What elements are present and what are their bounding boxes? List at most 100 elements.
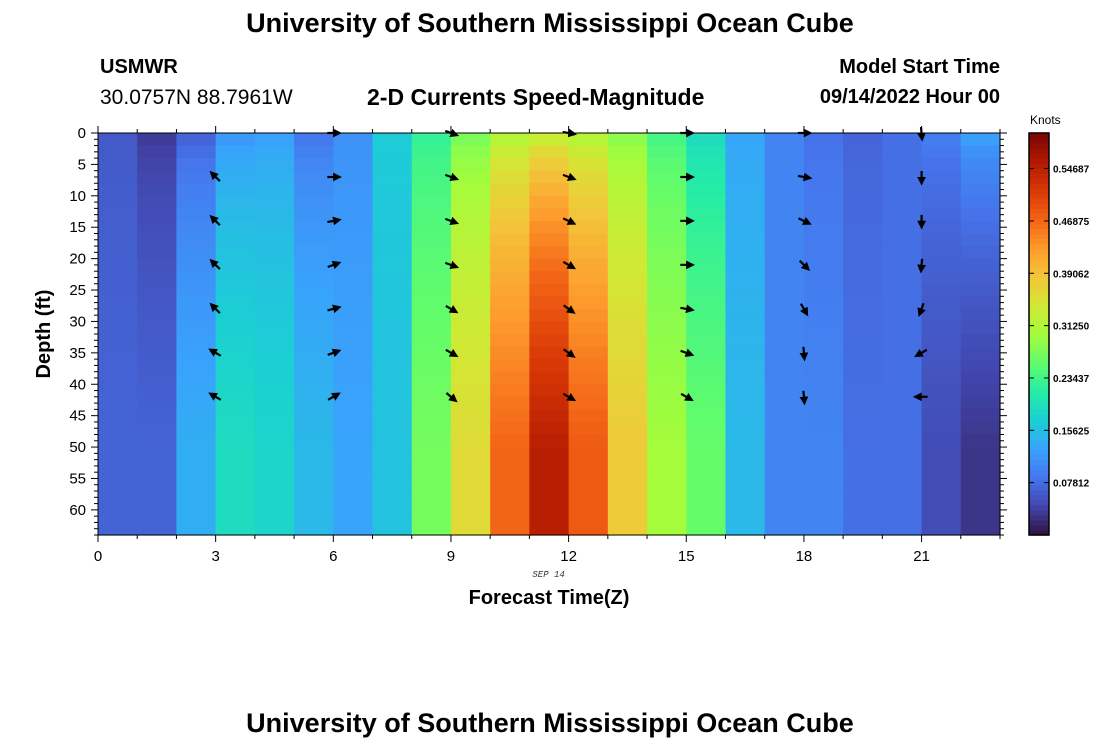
heatmap-cell xyxy=(764,308,805,323)
heatmap-cell xyxy=(843,308,883,323)
heatmap-cell xyxy=(568,145,609,159)
heatmap-cell xyxy=(529,133,570,147)
heatmap-cell xyxy=(647,384,687,398)
heatmap-cell xyxy=(294,359,334,373)
heatmap-cell xyxy=(490,384,530,398)
heatmap-cell xyxy=(529,346,570,360)
heatmap-cell xyxy=(686,371,727,385)
heatmap-cell xyxy=(686,497,727,511)
heatmap-cell xyxy=(568,158,609,172)
colorbar-segment xyxy=(1029,148,1049,154)
heatmap-cell xyxy=(490,334,530,348)
heatmap-cell xyxy=(725,384,766,398)
heatmap-cell xyxy=(607,321,648,335)
current-vector-arrow xyxy=(327,348,342,358)
heatmap-cell xyxy=(686,346,727,360)
heatmap-cell xyxy=(98,220,138,235)
heatmap-cell xyxy=(960,484,1001,498)
heatmap-cell xyxy=(607,384,648,398)
heatmap-cell xyxy=(921,459,962,473)
heatmap-cell xyxy=(568,258,609,272)
heatmap-cell xyxy=(764,384,805,398)
heatmap-cell xyxy=(333,308,374,323)
heatmap-cell xyxy=(254,384,295,398)
heatmap-cell xyxy=(450,472,491,486)
heatmap-cell xyxy=(411,384,452,398)
current-vector-arrow xyxy=(444,216,460,226)
heatmap-cell xyxy=(490,371,530,385)
heatmap-cell xyxy=(568,334,609,348)
heatmap-cell xyxy=(725,497,766,511)
colorbar-segment xyxy=(1029,303,1049,310)
heatmap-cell xyxy=(137,195,178,209)
heatmap-cell xyxy=(450,447,491,461)
heatmap-cell xyxy=(333,472,374,486)
heatmap-cell xyxy=(176,384,217,398)
heatmap-cell xyxy=(803,283,844,297)
heatmap-cell xyxy=(372,321,413,335)
heatmap-cell xyxy=(764,183,805,197)
heatmap-cell xyxy=(176,133,217,147)
current-vector-arrow xyxy=(444,260,460,270)
current-vector-arrow xyxy=(798,216,812,225)
heatmap-cell xyxy=(647,195,687,209)
heatmap-cell xyxy=(254,396,295,410)
current-vector-arrow xyxy=(562,260,577,270)
heatmap-cell xyxy=(137,271,178,285)
heatmap-cell xyxy=(725,346,766,360)
heatmap-cell xyxy=(333,421,374,436)
heatmap-cell xyxy=(215,183,256,197)
heatmap-cell xyxy=(176,170,217,184)
heatmap-cell xyxy=(803,522,844,536)
heatmap-cell xyxy=(215,145,256,159)
heatmap-cell xyxy=(529,258,570,272)
heatmap-cell xyxy=(372,145,413,159)
colorbar-segment xyxy=(1029,178,1049,184)
heatmap-cell xyxy=(607,484,648,498)
heatmap-cell xyxy=(137,308,178,323)
colorbar-segment xyxy=(1029,268,1049,275)
heatmap-cell xyxy=(333,522,374,536)
heatmap-cell xyxy=(294,208,334,222)
heatmap-cell xyxy=(725,522,766,536)
heatmap-cell xyxy=(568,472,609,486)
colorbar-segment xyxy=(1029,213,1049,220)
colorbar-segment xyxy=(1029,444,1049,451)
colorbar-segment xyxy=(1029,248,1049,255)
current-vector-arrow xyxy=(680,348,695,357)
heatmap-cell xyxy=(450,258,491,272)
heatmap-cell xyxy=(490,522,530,536)
heatmap-cell xyxy=(686,233,727,247)
heatmap-cell xyxy=(137,459,178,473)
current-vector-arrow xyxy=(445,392,458,403)
heatmap-cell xyxy=(372,308,413,323)
heatmap-cell xyxy=(254,321,295,335)
heatmap-cell xyxy=(333,334,374,348)
heatmap-cell xyxy=(215,246,256,260)
heatmap-cell xyxy=(803,321,844,335)
heatmap-cell xyxy=(137,133,178,147)
heatmap-cell xyxy=(843,421,883,436)
current-vector-arrow xyxy=(799,390,809,406)
heatmap-cell xyxy=(960,434,1001,448)
heatmap-cell xyxy=(137,296,178,310)
colorbar-tick-label: 0.46875 xyxy=(1053,217,1090,228)
heatmap-cell xyxy=(921,447,962,461)
heatmap-cell xyxy=(490,145,530,159)
heatmap-cell xyxy=(529,220,570,235)
heatmap-cell xyxy=(686,308,727,323)
heatmap-cell xyxy=(882,396,923,410)
heatmap-cell xyxy=(921,183,962,197)
heatmap-cell xyxy=(607,334,648,348)
heatmap-cell xyxy=(843,271,883,285)
colorbar-segment xyxy=(1029,359,1049,365)
heatmap-cell xyxy=(98,246,138,260)
heatmap-cell xyxy=(450,384,491,398)
heatmap-cell xyxy=(686,359,727,373)
heatmap-cell xyxy=(294,371,334,385)
heatmap-cell xyxy=(960,447,1001,461)
heatmap-cell xyxy=(764,283,805,297)
heatmap-cell xyxy=(725,283,766,297)
heatmap-cell xyxy=(882,133,923,147)
heatmap-cell xyxy=(607,271,648,285)
